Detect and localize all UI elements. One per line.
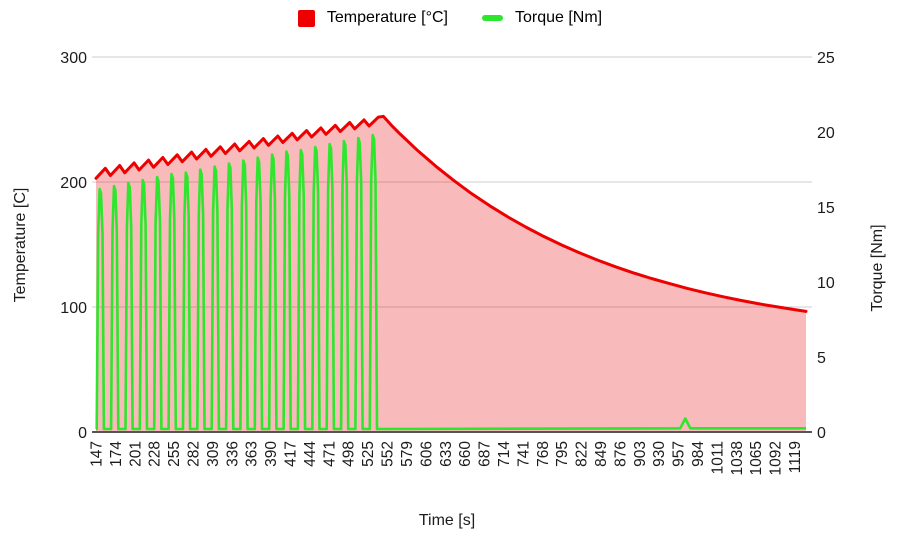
x-tick-label: 363 [244,441,261,467]
legend-item-temperature: Temperature [°C] [297,9,448,27]
x-tick-label: 822 [574,441,591,467]
temperature-legend-label: Temperature [°C] [326,9,448,26]
x-tick-label: 228 [147,441,164,467]
right-y-tick-label: 5 [817,350,826,367]
right-y-tick-label: 20 [817,125,835,142]
x-tick-label: 714 [496,441,513,467]
x-tick-label: 552 [380,441,397,467]
x-tick-label: 255 [166,441,183,467]
temperature-legend-swatch-icon [297,9,315,27]
x-tick-label: 471 [321,441,338,467]
torque-line [95,133,806,431]
left-y-tick-label: 300 [60,50,87,67]
x-tick-label: 147 [89,441,106,467]
x-tick-label: 687 [477,441,494,467]
right-y-tick-label: 15 [817,200,835,217]
x-tick-label: 282 [186,441,203,467]
x-tick-label: 606 [418,441,435,467]
x-tick-label: 795 [554,441,571,467]
x-tick-label: 849 [593,441,610,467]
x-tick-label: 525 [360,441,377,467]
right-y-tick-label: 10 [817,275,835,292]
torque-legend-swatch-icon [481,15,503,21]
x-tick-label: 1038 [729,441,746,475]
x-tick-label: 660 [457,441,474,467]
x-tick-label: 390 [263,441,280,467]
x-tick-label: 444 [302,441,319,467]
legend-item-torque: Torque [Nm] [481,9,603,27]
legend: Temperature [°C] Torque [Nm] [0,7,900,29]
x-tick-label: 1011 [709,441,726,474]
x-tick-label: 417 [283,441,300,467]
x-tick-label: 1065 [748,441,765,475]
x-tick-label: 201 [127,441,144,467]
x-tick-label: 768 [535,441,552,467]
x-tick-label: 984 [690,441,707,467]
left-y-tick-label: 0 [78,425,87,442]
x-tick-label: 876 [612,441,629,467]
x-tick-label: 930 [651,441,668,467]
x-tick-label: 309 [205,441,222,467]
right-y-tick-label: 0 [817,425,826,442]
x-tick-label: 741 [515,441,532,467]
left-y-tick-label: 100 [60,300,87,317]
left-y-tick-label: 200 [60,175,87,192]
x-tick-label: 174 [108,441,125,467]
x-axis-title: Time [s] [418,512,476,529]
x-tick-label: 336 [224,441,241,467]
temperature-line [94,114,808,313]
x-tick-label: 957 [671,441,688,467]
x-tick-label: 633 [438,441,455,467]
right-y-tick-label: 25 [817,50,835,67]
x-tick-label: 1119 [787,441,804,473]
x-tick-label: 1092 [768,441,785,475]
x-tick-label: 903 [632,441,649,467]
x-tick-label: 498 [341,441,358,467]
x-tick-label: 579 [399,441,416,467]
torque-legend-label: Torque [Nm] [514,9,603,26]
